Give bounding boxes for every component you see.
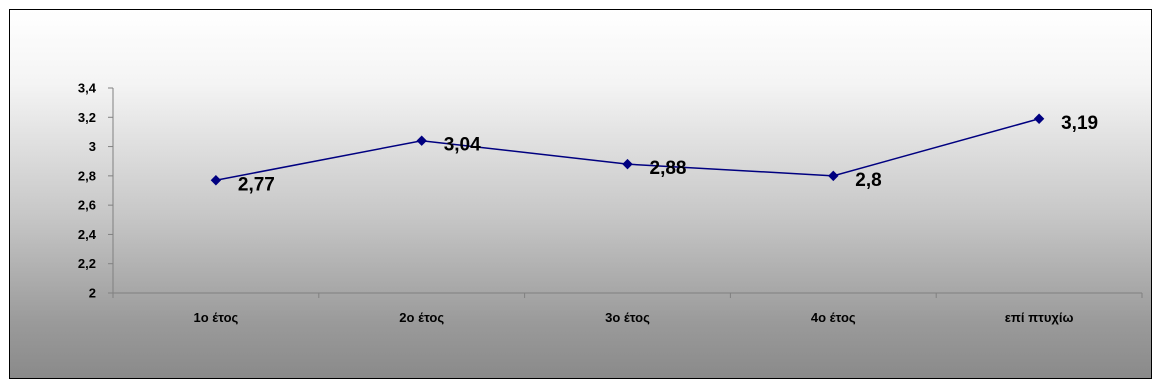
x-axis-ticks: 1ο έτος 2ο έτος 3ο έτος 4ο έτος επί πτυχίω <box>112 293 1143 325</box>
data-point-marker <box>1033 113 1045 124</box>
x-tick-label: επί πτυχίω <box>1005 310 1074 325</box>
series-line <box>215 118 1040 181</box>
y-tick-label: 2 <box>89 286 96 301</box>
data-point-marker <box>416 135 427 146</box>
y-tick-label: 2,8 <box>78 168 96 183</box>
chart-frame <box>9 9 1152 379</box>
y-tick-label: 3,2 <box>78 110 96 125</box>
y-tick-label: 2,4 <box>78 227 97 242</box>
y-axis-ticks: 2 2,2 2,4 2,6 2,8 3 3,2 3,4 <box>78 81 113 301</box>
axes <box>112 88 1142 294</box>
y-tick-label: 2,6 <box>78 198 96 213</box>
y-tick-label: 3 <box>89 139 96 154</box>
y-tick-label: 3,4 <box>78 81 97 96</box>
data-label: 3,04 <box>444 135 481 156</box>
data-label: 3,19 <box>1061 113 1098 134</box>
data-label: 2,8 <box>855 170 881 191</box>
x-tick-label: 2ο έτος <box>399 310 444 325</box>
data-label: 2,88 <box>650 158 687 179</box>
x-tick-label: 1ο έτος <box>194 310 239 325</box>
data-label: 2,77 <box>238 174 275 195</box>
data-point-marker <box>622 158 633 170</box>
series: 2,77 3,04 2,88 2,8 3,19 <box>210 113 1098 195</box>
x-tick-label: 4ο έτος <box>811 310 856 325</box>
y-tick-label: 2,2 <box>78 256 96 271</box>
x-tick-label: 3ο έτος <box>605 310 650 325</box>
data-point-marker <box>210 175 222 186</box>
data-point-marker <box>828 170 839 182</box>
